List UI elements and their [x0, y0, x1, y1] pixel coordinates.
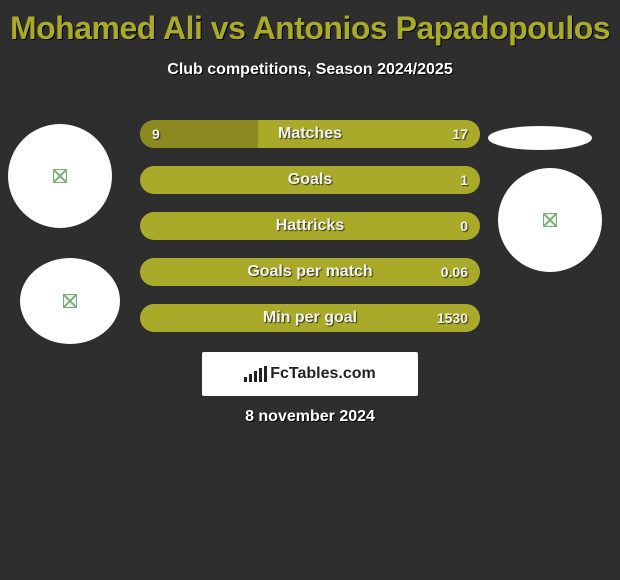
generation-date: 8 november 2024 [0, 408, 620, 426]
stat-label: Goals per match [140, 258, 480, 286]
avatar-left-1 [8, 124, 112, 228]
comparison-chart: 9Matches17 Goals1 Hattricks0 Goals per matc… [140, 120, 480, 350]
placeholder-image-icon [63, 294, 77, 308]
page-title: Mohamed Ali vs Antonios Papadopoulos [0, 0, 620, 47]
stat-bar: Min per goal1530 [140, 304, 480, 332]
stat-bar: Goals1 [140, 166, 480, 194]
brand-logo: FcTables.com [202, 352, 418, 396]
avatar-right [498, 168, 602, 272]
bar-chart-icon [244, 366, 266, 382]
stat-label: Min per goal [140, 304, 480, 332]
placeholder-image-icon [53, 169, 67, 183]
stat-label: Goals [140, 166, 480, 194]
stat-right-value: 0 [460, 212, 468, 240]
placeholder-image-icon [543, 213, 557, 227]
stat-label: Hattricks [140, 212, 480, 240]
stat-label: Matches [140, 120, 480, 148]
stat-bar: 9Matches17 [140, 120, 480, 148]
stat-right-value: 0.06 [441, 258, 468, 286]
stat-bar: Goals per match0.06 [140, 258, 480, 286]
stat-bar: Hattricks0 [140, 212, 480, 240]
disc-right-top [488, 126, 592, 150]
stat-right-value: 1530 [437, 304, 468, 332]
page-subtitle: Club competitions, Season 2024/2025 [0, 61, 620, 79]
brand-text: FcTables.com [270, 365, 376, 383]
avatar-left-2 [20, 258, 120, 344]
stat-right-value: 17 [452, 120, 468, 148]
stat-right-value: 1 [460, 166, 468, 194]
